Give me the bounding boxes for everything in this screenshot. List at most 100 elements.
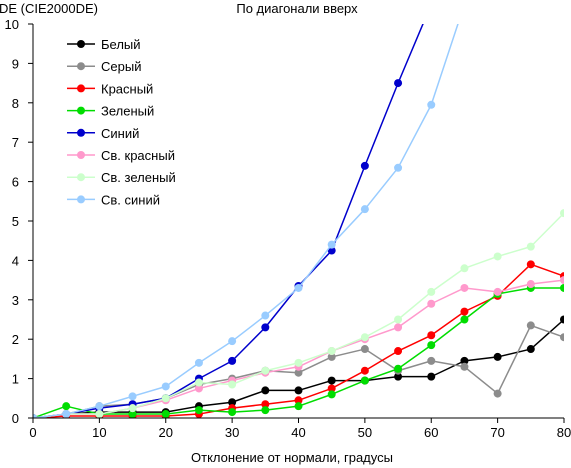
data-point bbox=[560, 209, 564, 218]
data-point bbox=[360, 376, 369, 385]
data-point bbox=[327, 384, 336, 393]
legend-label: Св. красный bbox=[101, 148, 175, 163]
legend-item: Св. зеленый bbox=[67, 170, 176, 185]
legend-label: Св. синий bbox=[101, 192, 160, 207]
data-point bbox=[294, 402, 303, 411]
chart-title: По диагонали вверх bbox=[236, 1, 358, 16]
x-tick-label: 10 bbox=[92, 425, 106, 440]
data-point bbox=[360, 161, 369, 170]
y-tick-label: 7 bbox=[12, 135, 19, 150]
data-point bbox=[294, 386, 303, 395]
data-point bbox=[161, 382, 170, 391]
x-tick-label: 80 bbox=[557, 425, 571, 440]
data-point bbox=[493, 252, 502, 261]
data-point bbox=[261, 386, 270, 395]
y-tick-label: 9 bbox=[12, 56, 19, 71]
data-point bbox=[427, 299, 436, 308]
legend-label: Красный bbox=[101, 81, 153, 96]
data-point bbox=[560, 315, 564, 324]
data-point bbox=[560, 333, 564, 342]
data-point bbox=[261, 311, 270, 320]
legend-swatch-marker bbox=[77, 195, 85, 204]
data-point bbox=[62, 410, 71, 418]
x-axis-title: Отклонение от нормали, градусы bbox=[191, 450, 393, 465]
legend-swatch-marker bbox=[77, 40, 85, 48]
data-point bbox=[460, 283, 469, 292]
x-tick-label: 30 bbox=[225, 425, 239, 440]
legend-swatch-marker bbox=[77, 106, 85, 115]
data-point bbox=[394, 315, 403, 324]
data-point bbox=[261, 406, 270, 415]
data-point bbox=[560, 276, 564, 285]
data-point bbox=[493, 389, 502, 398]
y-tick-label: 0 bbox=[12, 411, 19, 426]
y-tick-label: 1 bbox=[12, 372, 19, 387]
legend-item: Св. синий bbox=[67, 192, 160, 207]
legend-label: Синий bbox=[101, 126, 139, 141]
data-point bbox=[360, 345, 369, 354]
y-tick-label: 6 bbox=[12, 175, 19, 190]
data-point bbox=[460, 356, 469, 365]
x-tick-label: 50 bbox=[358, 425, 372, 440]
data-point bbox=[294, 358, 303, 367]
data-point bbox=[261, 366, 270, 375]
legend-label: Серый bbox=[101, 59, 141, 74]
legend-swatch-marker bbox=[77, 62, 85, 71]
legend-swatch-marker bbox=[77, 173, 85, 182]
y-tick-label: 2 bbox=[12, 332, 19, 347]
data-point bbox=[427, 331, 436, 340]
data-point bbox=[161, 394, 170, 403]
legend-item: Зеленый bbox=[67, 104, 154, 119]
series-8 bbox=[33, 24, 459, 418]
data-point bbox=[294, 396, 303, 405]
y-axis-title: DE (CIE2000DE) bbox=[0, 1, 98, 16]
data-point bbox=[460, 315, 469, 324]
data-point bbox=[526, 280, 535, 289]
data-point bbox=[228, 398, 237, 407]
data-point bbox=[327, 390, 336, 399]
legend-label: Св. зеленый bbox=[101, 170, 176, 185]
x-tick-label: 20 bbox=[159, 425, 173, 440]
data-point bbox=[327, 347, 336, 356]
data-point bbox=[460, 362, 469, 371]
data-point bbox=[95, 410, 104, 418]
legend-label: Белый bbox=[101, 37, 141, 52]
data-point bbox=[194, 406, 203, 415]
data-point bbox=[526, 242, 535, 251]
data-point bbox=[427, 100, 436, 109]
y-tick-label: 5 bbox=[12, 214, 19, 229]
data-point bbox=[460, 307, 469, 316]
data-point bbox=[427, 287, 436, 296]
data-point bbox=[261, 400, 270, 409]
data-point bbox=[427, 356, 436, 365]
data-point bbox=[394, 347, 403, 356]
data-point bbox=[194, 358, 203, 367]
legend-swatch-marker bbox=[77, 151, 85, 159]
data-point bbox=[228, 356, 237, 365]
legend: Белый Серый Красный Зеленый Синий Св. красный… bbox=[67, 37, 176, 207]
data-point bbox=[327, 376, 336, 385]
data-point bbox=[194, 384, 203, 393]
data-point bbox=[228, 337, 237, 346]
data-point bbox=[394, 372, 403, 381]
data-point bbox=[526, 260, 535, 269]
data-point bbox=[62, 402, 71, 411]
data-point bbox=[560, 283, 564, 292]
data-point bbox=[394, 364, 403, 373]
data-point bbox=[394, 163, 403, 172]
data-point bbox=[327, 240, 336, 249]
x-tick-label: 70 bbox=[490, 425, 504, 440]
data-point bbox=[128, 404, 137, 413]
data-point bbox=[394, 323, 403, 332]
data-point bbox=[228, 380, 237, 389]
data-point bbox=[460, 264, 469, 273]
legend-swatch-marker bbox=[77, 128, 85, 137]
data-point bbox=[95, 402, 104, 411]
y-tick-label: 4 bbox=[12, 253, 19, 268]
data-point bbox=[194, 378, 203, 387]
ticks-layer: 0 10 20 30 40 50 60 70 80 0 1 2 3 4 5 6 7 8 9 10 bbox=[5, 17, 571, 440]
data-point bbox=[360, 333, 369, 342]
y-tick-label: 8 bbox=[12, 96, 19, 111]
